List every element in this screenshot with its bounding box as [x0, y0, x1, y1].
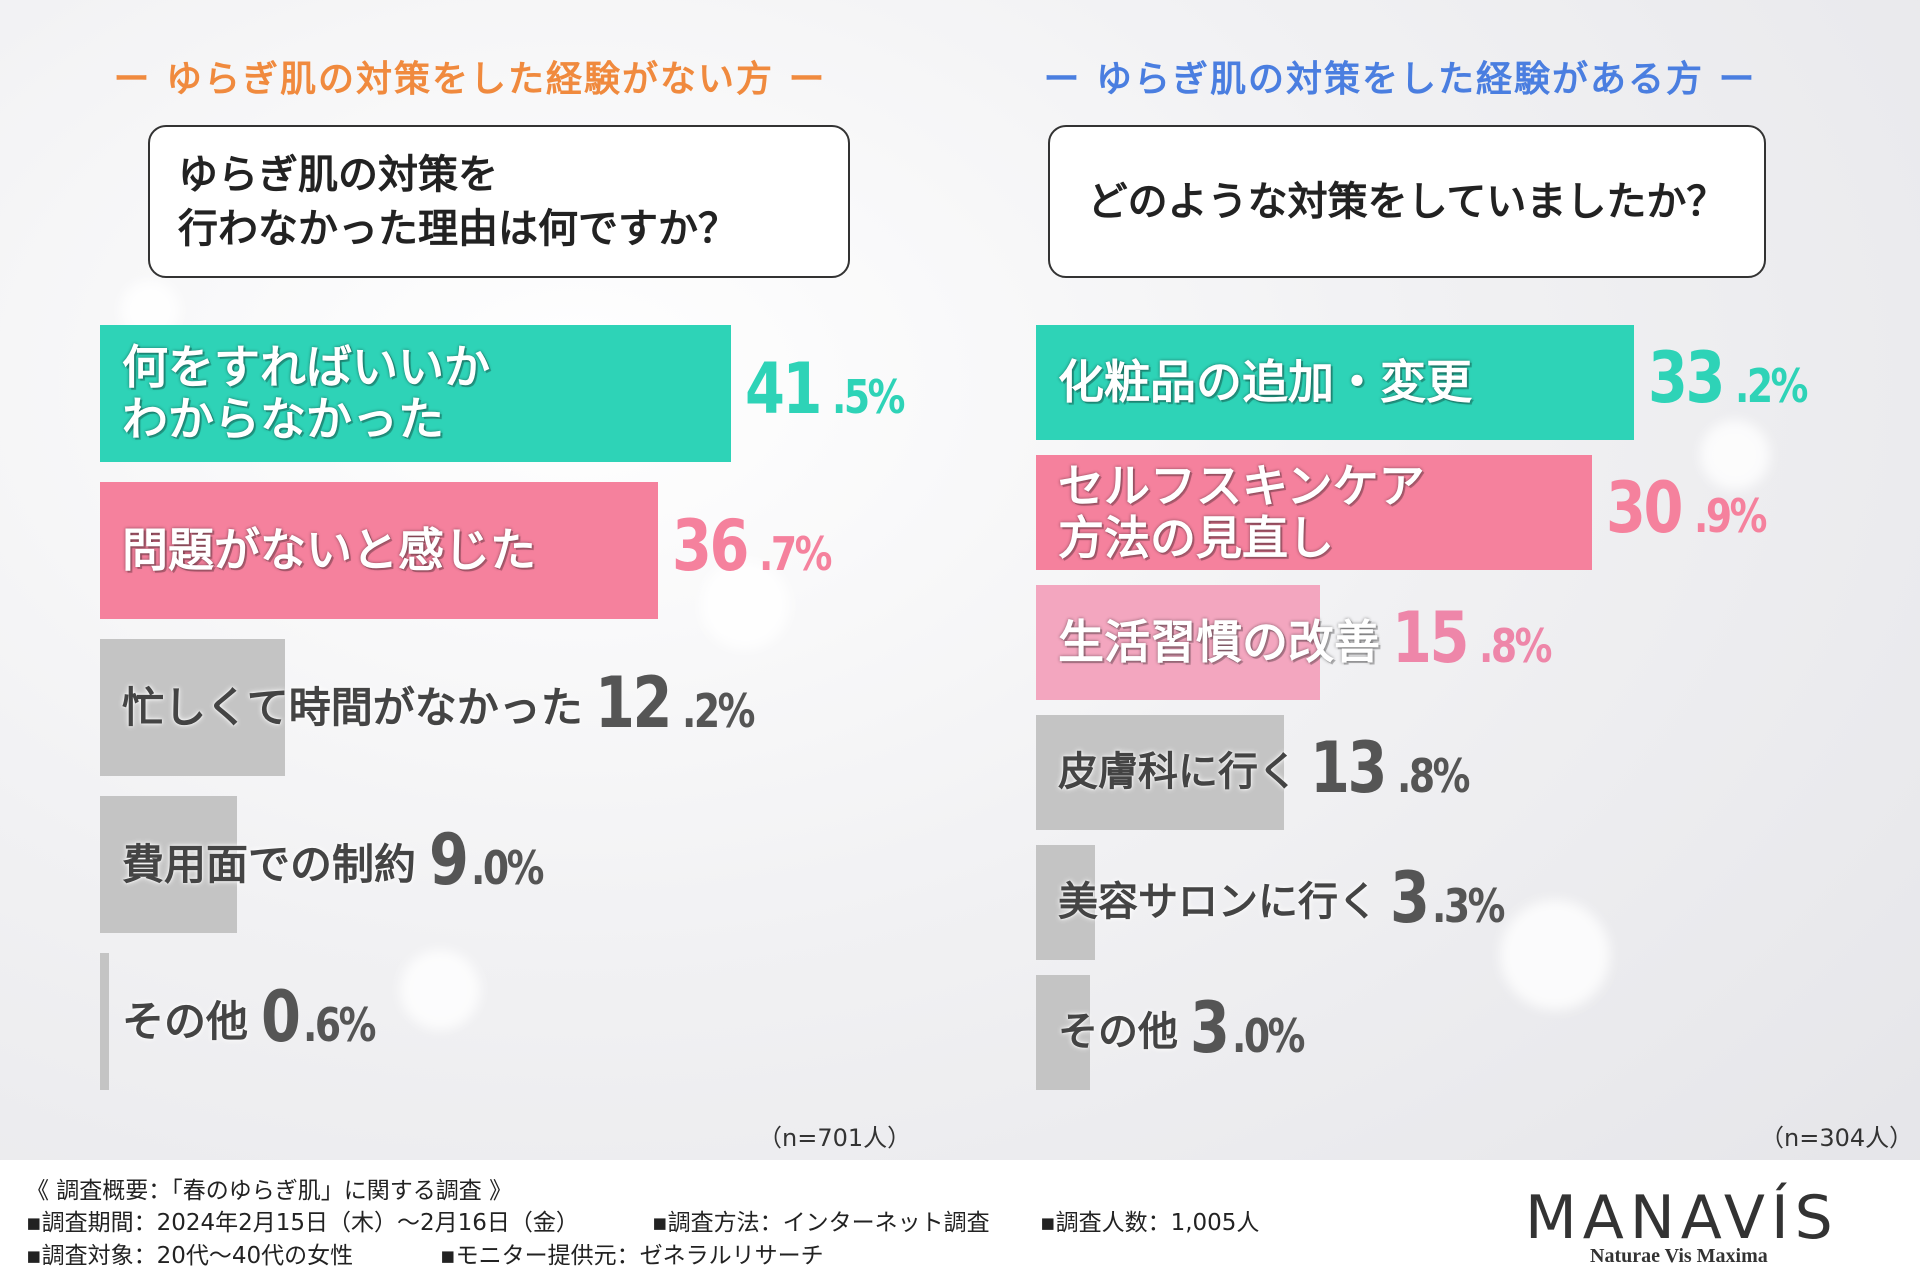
bar-1-1: [1036, 455, 1593, 570]
bar-value-1-0: 33.2%: [1647, 336, 1809, 419]
bar-label-1-4: 美容サロンに行く: [1058, 879, 1378, 926]
bar-label-1-0: 化粧品の追加・変更: [1058, 354, 1472, 409]
bar-value-1-4: 3.3%: [1390, 856, 1505, 939]
survey-period: ▪調査期間：2024年2月15日（木）～2月16日（金）: [26, 1210, 579, 1236]
right-question: どのような対策をしていましたか？: [1087, 178, 1727, 225]
bar-label-1-3: 皮膚科に行く: [1058, 749, 1298, 796]
bar-label-0-1: 問題がないと感じた: [122, 522, 536, 577]
left-question-box: ゆらぎ肌の対策を 行わなかった理由は何ですか？: [148, 125, 850, 278]
brand-logo: MANAVÍS: [1525, 1183, 1839, 1253]
bar-label-0-3: 費用面での制約: [122, 839, 417, 889]
bar-value-1-1: 30.9%: [1606, 466, 1767, 549]
left-question-line2: 行わなかった理由は何ですか？: [178, 205, 738, 252]
bar-1-4: [1036, 845, 1096, 960]
survey-overview: 《 調査概要：「春のゆらぎ肌」に関する調査 》: [26, 1178, 513, 1204]
right-panel: ー ゆらぎ肌の対策をした経験がある方 ー どのような対策をしていましたか？ 化粧…: [960, 0, 1920, 1160]
monitor-provider: ▪モニター提供元：ゼネラルリサーチ: [440, 1243, 824, 1269]
bar-1-3: [1036, 715, 1285, 830]
survey-method: ▪調査方法：インターネット調査: [652, 1210, 990, 1236]
bar-label-0-4: その他: [122, 996, 249, 1046]
bar-0-3: [100, 796, 237, 933]
bar-1-2: [1036, 585, 1321, 700]
survey-target: ▪調査対象：20代～40代の女性: [26, 1243, 354, 1269]
bar-label-1-1: セルフスキンケア 方法の見直し: [1058, 458, 1425, 565]
survey-count: ▪調査人数：1,005人: [1040, 1210, 1260, 1236]
bar-0-4: [100, 953, 110, 1090]
bar-0-2: [100, 639, 286, 776]
bar-1-5: [1036, 975, 1090, 1090]
brand-tagline: Naturae Vis Maxima: [1590, 1245, 1768, 1267]
bar-0-0: [100, 325, 731, 462]
right-sample-size: （n=304人）: [1760, 1124, 1914, 1152]
left-panel: ー ゆらぎ肌の対策をした経験がない方 ー ゆらぎ肌の対策を 行わなかった理由は何…: [0, 0, 960, 1160]
bar-value-1-3: 13.8%: [1310, 726, 1471, 809]
bar-1-0: [1036, 325, 1634, 440]
bar-label-0-0: 何をすればいいか わからなかった: [122, 339, 490, 446]
left-section-title: ー ゆらぎ肌の対策をした経験がない方 ー: [113, 59, 827, 100]
bar-value-0-0: 41.5%: [744, 347, 906, 430]
left-bar-chart: 何をすればいいか わからなかった 41.5% 問題がないと感じた 36.7% 忙しくて時…: [0, 0, 960, 1160]
survey-footer: 《 調査概要：「春のゆらぎ肌」に関する調査 》 ▪調査期間：2024年2月15日…: [0, 1160, 1920, 1280]
right-section-title: ー ゆらぎ肌の対策をした経験がある方 ー: [1043, 59, 1757, 100]
bar-label-1-2: 生活習慣の改善: [1058, 614, 1380, 669]
right-bar-chart: 化粧品の追加・変更 33.2% セルフスキンケア 方法の見直し 30.9% 生活習慣の改…: [960, 0, 1920, 1160]
bar-value-1-2: 15.8%: [1392, 596, 1553, 679]
bar-label-0-2: 忙しくて時間がなかった: [122, 682, 583, 732]
bar-label-1-5: その他: [1058, 1009, 1178, 1056]
bar-value-0-1: 36.7%: [671, 504, 833, 587]
bar-0-1: [100, 482, 658, 619]
bar-value-0-3: 9.0%: [429, 818, 544, 901]
bar-value-0-2: 12.2%: [595, 661, 756, 744]
left-sample-size: （n=701人）: [758, 1124, 912, 1152]
left-question-line1: ゆらぎ肌の対策を: [178, 151, 498, 198]
bar-value-0-4: 0.6%: [261, 975, 376, 1058]
right-question-box: どのような対策をしていましたか？: [1048, 125, 1766, 278]
bar-value-1-5: 3.0%: [1190, 986, 1305, 1069]
